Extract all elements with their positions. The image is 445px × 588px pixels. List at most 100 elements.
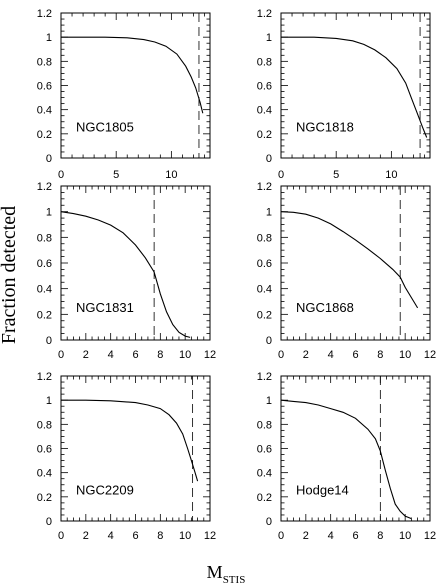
y-tick-label: 0.2 <box>37 129 52 141</box>
panel-hodge14: 0 0.2 0.4 0.6 0.8 1 1.2 0 2 4 6 8 10 12 Hodge14 <box>257 371 436 542</box>
panel-ngc1805: 0 0.2 0.4 0.6 0.8 1 1.2 NGC1805 <box>37 8 211 165</box>
x-tick-label: 6 <box>352 349 358 361</box>
x-axis-label-subscript: STIS <box>223 574 246 586</box>
y-tick-label: 0.8 <box>257 56 272 68</box>
detection-curve <box>60 211 191 338</box>
plot-frame <box>280 375 431 522</box>
y-tick-label: 0.8 <box>257 419 272 431</box>
x-tick-label: 10 <box>165 169 177 181</box>
x-tick-label: 0 <box>58 349 64 361</box>
x-tick-label: 12 <box>424 530 436 542</box>
y-tick-label: 0.2 <box>257 309 272 321</box>
y-tick-label: 1 <box>266 395 272 407</box>
y-tick-label: 0.8 <box>257 232 272 244</box>
y-tick-label: 0 <box>46 335 52 347</box>
y-tick-label: 1.2 <box>257 181 272 193</box>
y-tick-label: 0.6 <box>37 258 52 270</box>
y-tick-label: 1.2 <box>257 371 272 383</box>
detection-curve <box>61 36 204 114</box>
cluster-label: NGC1868 <box>296 300 354 315</box>
detection-curve <box>280 399 412 520</box>
y-tick-label: 0 <box>46 153 52 165</box>
x-tick-label: 6 <box>352 530 358 542</box>
y-tick-label: 0.4 <box>257 468 272 480</box>
x-tick-label: 4 <box>108 530 114 542</box>
panel-ngc1818: 0 0.2 0.4 0.6 0.8 1 1.2 NGC1818 <box>257 8 431 165</box>
x-tick-label: 8 <box>157 349 163 361</box>
x-tick-label: 10 <box>385 169 397 181</box>
x-axis-label-main: M <box>207 562 223 582</box>
y-tick-label: 0.4 <box>37 105 52 117</box>
cluster-label: NGC2209 <box>76 482 134 497</box>
y-tick-label: 0.4 <box>37 284 52 296</box>
y-tick-label: 0.4 <box>257 284 272 296</box>
y-tick-label: 0.8 <box>37 56 52 68</box>
y-tick-label: 1.2 <box>257 8 272 20</box>
x-tick-label: 10 <box>179 349 191 361</box>
x-tick-label: 0 <box>278 169 284 181</box>
x-tick-label: 12 <box>204 530 216 542</box>
x-tick-label: 8 <box>157 530 163 542</box>
y-tick-label: 0.6 <box>37 81 52 93</box>
y-tick-label: 1.2 <box>37 8 52 20</box>
x-tick-label: 4 <box>108 349 114 361</box>
plot-frame <box>60 12 211 159</box>
cluster-label: NGC1831 <box>76 300 134 315</box>
cluster-label: NGC1818 <box>296 119 354 134</box>
plot-frame <box>280 12 431 159</box>
x-tick-label: 10 <box>399 530 411 542</box>
y-tick-label: 0.2 <box>37 492 52 504</box>
detection-curve <box>61 399 199 482</box>
y-tick-label: 0.2 <box>257 492 272 504</box>
y-tick-label: 0 <box>266 153 272 165</box>
panel-ngc1831: 0 0.2 0.4 0.6 0.8 1 1.2 0 2 4 6 8 10 12 NGC1831 <box>37 181 216 361</box>
y-tick-label: 1 <box>46 32 52 44</box>
y-tick-label: 0.2 <box>257 129 272 141</box>
x-tick-label: 0 <box>58 530 64 542</box>
cluster-label: NGC1805 <box>76 119 134 134</box>
x-tick-label: 2 <box>303 530 309 542</box>
y-tick-label: 0 <box>46 516 52 528</box>
plot-frame <box>60 185 211 341</box>
x-tick-label: 10 <box>179 530 191 542</box>
y-tick-label: 0.6 <box>37 444 52 456</box>
y-tick-label: 1 <box>266 32 272 44</box>
x-tick-label: 6 <box>132 349 138 361</box>
x-tick-label: 4 <box>328 530 334 542</box>
panel-ngc2209: 0 0.2 0.4 0.6 0.8 1 1.2 0 2 4 6 8 10 12 NGC2209 <box>37 371 216 542</box>
x-tick-label: 2 <box>83 530 89 542</box>
x-tick-label: 5 <box>333 169 339 181</box>
y-tick-label: 0.8 <box>37 419 52 431</box>
y-tick-label: 0.4 <box>257 105 272 117</box>
x-tick-label: 6 <box>132 530 138 542</box>
x-tick-label: 8 <box>377 349 383 361</box>
plot-frame <box>280 185 431 341</box>
y-tick-label: 0.6 <box>257 444 272 456</box>
y-tick-label: 0.2 <box>37 309 52 321</box>
x-tick-label: 2 <box>83 349 89 361</box>
x-tick-label: 0 <box>58 169 64 181</box>
x-tick-label: 10 <box>399 349 411 361</box>
x-tick-label: 5 <box>113 169 119 181</box>
x-axis-label: MSTIS <box>207 562 246 586</box>
y-tick-label: 0 <box>266 516 272 528</box>
panels: 0 0.2 0.4 0.6 0.8 1 1.2 NGC1805 0 0.2 0.4 0.6 0.8 1 1.… <box>37 8 436 542</box>
y-tick-label: 1.2 <box>37 181 52 193</box>
detection-curve <box>281 36 428 138</box>
x-tick-label: 12 <box>424 349 436 361</box>
y-tick-label: 1 <box>46 395 52 407</box>
x-tick-label: 8 <box>377 530 383 542</box>
y-tick-label: 1 <box>46 207 52 219</box>
y-axis-label: Fraction detected <box>0 206 20 344</box>
y-tick-label: 0 <box>266 335 272 347</box>
detection-curve <box>280 211 419 309</box>
y-tick-label: 1 <box>266 207 272 219</box>
cluster-label: Hodge14 <box>296 482 349 497</box>
panel-ngc1868: 0 0.2 0.4 0.6 0.8 1 1.2 0 2 4 6 8 10 12 NGC1868 <box>257 181 436 361</box>
y-tick-label: 0.6 <box>257 258 272 270</box>
x-tick-label: 0 <box>278 530 284 542</box>
x-tick-label: 0 <box>278 349 284 361</box>
y-tick-label: 0.6 <box>257 81 272 93</box>
x-tick-label: 2 <box>303 349 309 361</box>
